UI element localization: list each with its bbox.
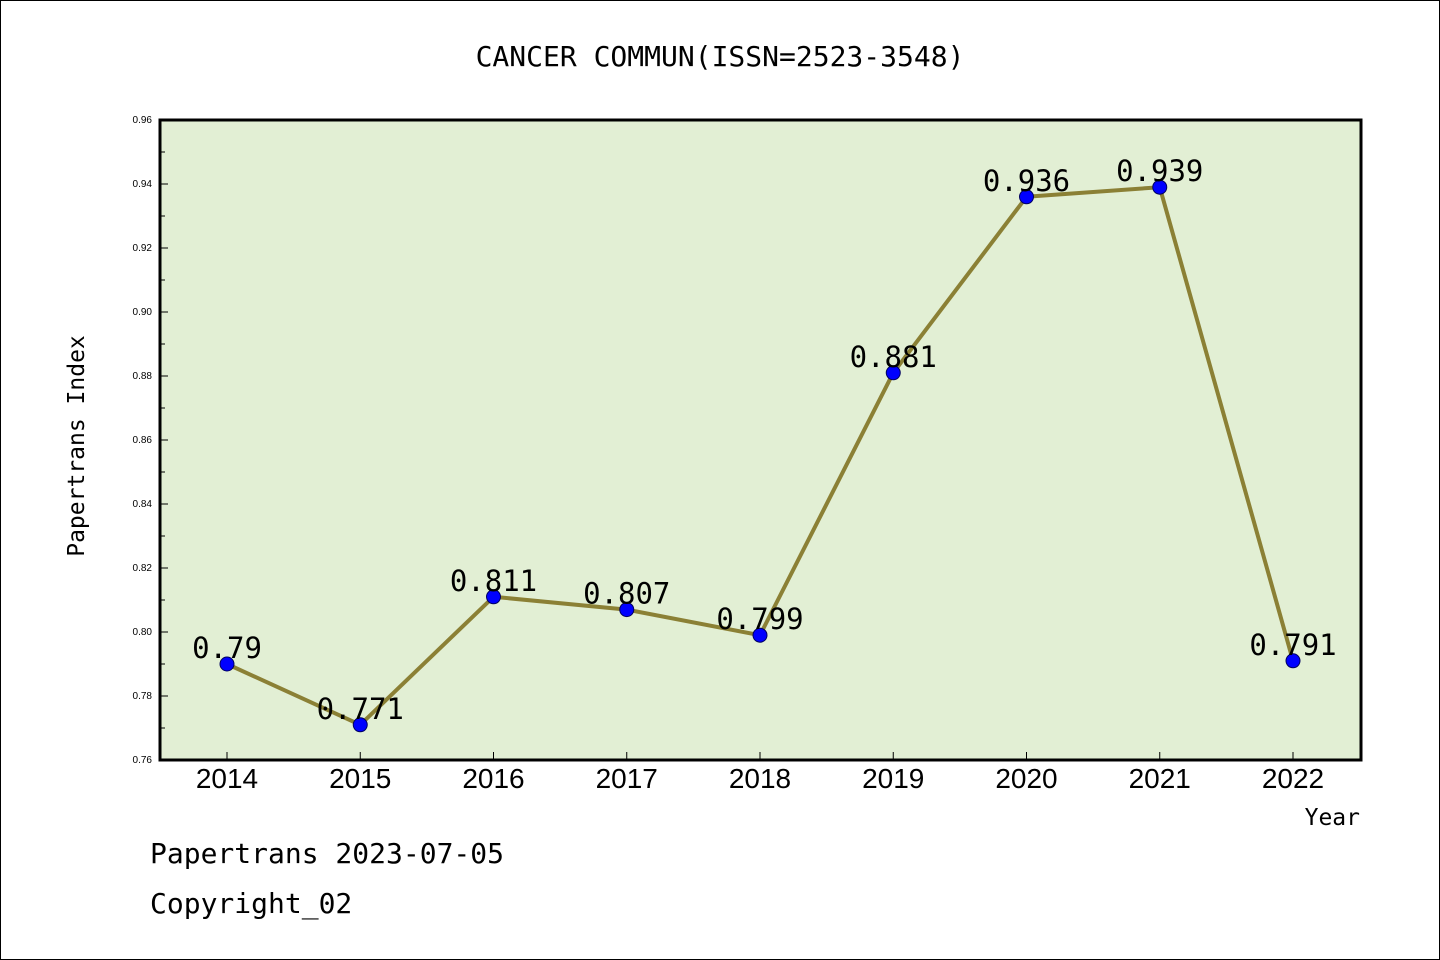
x-tick-label: 2019 bbox=[862, 763, 924, 794]
y-tick-label: 0.86 bbox=[133, 435, 153, 446]
y-axis-ticks: 0.76 0.78 0.80 0.82 0.84 0.86 0.88 0.90 0.92 0.94… bbox=[133, 115, 168, 766]
x-tick-label: 2022 bbox=[1262, 763, 1324, 794]
plot-area bbox=[160, 120, 1361, 760]
data-label: 0.771 bbox=[317, 692, 404, 726]
footer-copyright: Copyright_02 bbox=[150, 887, 352, 921]
data-point bbox=[219, 656, 235, 672]
y-tick-label: 0.88 bbox=[133, 371, 153, 382]
data-point bbox=[752, 627, 768, 643]
x-tick-label: 2016 bbox=[462, 763, 524, 794]
data-point bbox=[619, 602, 635, 618]
data-point bbox=[1285, 653, 1301, 669]
data-label: 0.79 bbox=[192, 631, 262, 665]
y-tick-label: 0.84 bbox=[133, 499, 153, 510]
data-points bbox=[219, 179, 1301, 733]
x-tick-label: 2014 bbox=[196, 763, 258, 794]
x-tick-label: 2018 bbox=[729, 763, 791, 794]
data-point bbox=[1019, 189, 1034, 205]
data-labels: 0.79 0.771 0.811 0.807 0.799 0.881 0.936 0.939 0… bbox=[192, 154, 1337, 726]
data-label: 0.791 bbox=[1249, 628, 1336, 662]
data-label: 0.807 bbox=[583, 577, 670, 611]
footer-date: Papertrans 2023-07-05 bbox=[150, 837, 504, 870]
data-label: 0.811 bbox=[450, 564, 537, 598]
data-label: 0.799 bbox=[716, 602, 803, 636]
x-tick-label: 2015 bbox=[329, 763, 391, 794]
y-tick-label: 0.76 bbox=[133, 755, 153, 766]
data-point bbox=[486, 589, 501, 605]
x-tick-label: 2021 bbox=[1129, 763, 1191, 794]
data-label: 0.881 bbox=[850, 340, 937, 374]
data-label: 0.936 bbox=[983, 164, 1070, 198]
y-tick-label: 0.90 bbox=[133, 307, 153, 318]
x-axis-ticks: 2014 2015 2016 2017 2018 2019 2020 2021 2022 bbox=[196, 752, 1324, 794]
x-tick-label: 2017 bbox=[596, 763, 658, 794]
data-point bbox=[885, 365, 901, 381]
data-point bbox=[1152, 179, 1168, 195]
plot-border bbox=[158, 118, 1363, 762]
x-axis-label: Year bbox=[1305, 805, 1360, 831]
y-tick-label: 0.94 bbox=[133, 179, 153, 190]
x-tick-label: 2020 bbox=[995, 763, 1057, 794]
chart-title: CANCER COMMUN(ISSN=2523-3548) bbox=[476, 40, 965, 73]
y-axis-label: Papertrans Index bbox=[64, 335, 90, 557]
y-tick-label: 0.78 bbox=[133, 691, 153, 702]
data-point bbox=[352, 717, 368, 733]
y-tick-label: 0.80 bbox=[133, 627, 153, 638]
y-tick-label: 0.92 bbox=[133, 243, 153, 254]
y-tick-label: 0.82 bbox=[133, 563, 153, 574]
data-label: 0.939 bbox=[1116, 154, 1203, 188]
y-tick-label: 0.96 bbox=[133, 115, 153, 126]
